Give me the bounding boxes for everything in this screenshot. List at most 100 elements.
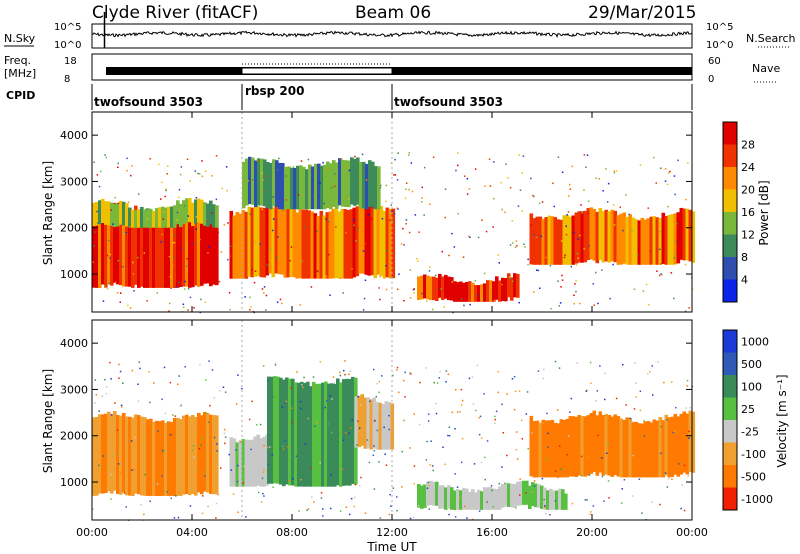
heatmap-cell-5 (583, 210, 588, 263)
heatmap-cell-2 (271, 207, 276, 278)
scatter-point (284, 440, 286, 442)
scatter-point (685, 407, 687, 409)
scatter-point (178, 281, 180, 284)
scatter-point (93, 161, 95, 163)
scatter-point (122, 265, 124, 268)
scatter-point (208, 246, 210, 248)
scatter-point (200, 444, 202, 446)
scatter-point (409, 372, 411, 374)
scatter-point (639, 390, 642, 392)
heatmap-cell-5 (550, 419, 555, 478)
heatmap-cell-0 (173, 210, 177, 288)
scatter-point (389, 493, 391, 496)
scatter-point (262, 471, 265, 474)
scatter-point (396, 179, 399, 181)
scatter-point (207, 220, 209, 223)
scatter-point (250, 306, 252, 308)
scatter-point (454, 473, 456, 475)
scatter-point (601, 269, 603, 271)
scatter-point (622, 229, 624, 232)
scatter-point (349, 370, 351, 373)
heatmap-cell-1 (92, 202, 96, 227)
scatter-point (583, 154, 586, 156)
scatter-point (350, 497, 353, 500)
scatter-point (466, 193, 469, 195)
scatter-point (559, 302, 562, 304)
heatmap-cell-1 (143, 209, 147, 228)
heatmap-cell-3 (332, 160, 336, 207)
scatter-point (417, 504, 420, 507)
scatter-point (219, 389, 221, 392)
scatter-point (290, 387, 292, 389)
scatter-point (659, 231, 661, 233)
scatter-point (394, 174, 397, 176)
scatter-point (607, 182, 610, 185)
heatmap-cell-1 (164, 207, 168, 228)
scatter-point (566, 454, 568, 456)
heatmap-cell-1 (229, 437, 234, 487)
scatter-point (673, 297, 675, 300)
scatter-point (647, 207, 649, 209)
scatter-point (590, 382, 592, 384)
scatter-point (380, 184, 382, 187)
heatmap-cell-0 (128, 416, 132, 496)
scatter-point (94, 379, 97, 381)
scatter-point (558, 305, 561, 307)
heatmap-cell-5 (688, 410, 693, 472)
heatmap-cell-1 (137, 209, 141, 228)
heatmap-cell-3 (381, 404, 386, 450)
heatmap-cell-5 (562, 420, 567, 478)
scatter-point (205, 379, 207, 381)
scatter-point (409, 517, 412, 520)
scatter-point (366, 439, 369, 441)
scatter-point (117, 162, 119, 165)
scatter-point (631, 495, 634, 497)
scatter-point (296, 371, 298, 373)
scatter-point (615, 429, 618, 431)
heatmap-cell-4 (465, 488, 469, 510)
heatmap-cell-0 (113, 411, 117, 491)
x-axis-ticks: 00:00 04:00 08:00 12:00 16:00 20:00 00:00 (76, 112, 708, 539)
heatmap-cell-5 (685, 413, 690, 475)
scatter-point (186, 414, 188, 416)
colorbar-tick-3: 25 (741, 403, 755, 416)
scatter-point (569, 188, 572, 190)
heatmap-cell-5 (607, 211, 612, 263)
scatter-point (193, 307, 195, 309)
scatter-point (339, 371, 341, 374)
heatmap-cell-5 (658, 417, 663, 478)
scatter-point (477, 294, 479, 297)
heatmap-cell-1 (247, 439, 252, 487)
heatmap-cell-4 (447, 485, 451, 509)
scatter-point (259, 423, 262, 426)
ytick-label-3: 4000 (60, 129, 88, 142)
scatter-point (333, 382, 335, 384)
scatter-point (514, 390, 517, 393)
scatter-point (581, 212, 583, 214)
heatmap-cell-4 (492, 488, 496, 510)
scatter-point (629, 417, 631, 420)
nsky-label: N.Sky (4, 32, 36, 45)
scatter-point (599, 365, 601, 367)
scatter-point (497, 370, 499, 373)
heatmap-cell-2 (289, 207, 294, 278)
scatter-point (237, 464, 239, 467)
heatmap-cell-3 (305, 169, 309, 210)
heatmap-cell-3 (269, 163, 273, 210)
scatter-point (335, 226, 337, 228)
scatter-point (653, 156, 655, 159)
scatter-point (325, 218, 327, 220)
heatmap-cell-1 (149, 208, 153, 228)
scatter-point (177, 383, 179, 385)
scatter-point (182, 306, 185, 309)
scatter-point (329, 395, 331, 397)
scatter-point (344, 360, 346, 362)
scatter-point (223, 432, 226, 435)
scatter-point (511, 280, 514, 282)
heatmap-cell-2 (265, 205, 270, 276)
heatmap-cell-1 (125, 203, 129, 227)
scatter-point (187, 215, 189, 217)
scatter-point (609, 297, 611, 300)
heatmap-cell-4 (549, 488, 553, 510)
scatter-point (401, 486, 403, 488)
